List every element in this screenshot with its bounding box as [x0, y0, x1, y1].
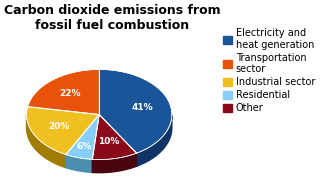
- Text: 22%: 22%: [60, 89, 81, 98]
- Text: 41%: 41%: [132, 103, 154, 112]
- Polygon shape: [92, 153, 137, 173]
- Polygon shape: [66, 114, 99, 159]
- Polygon shape: [99, 69, 172, 153]
- Polygon shape: [28, 69, 99, 114]
- Polygon shape: [27, 115, 66, 168]
- Text: 20%: 20%: [48, 122, 69, 131]
- Polygon shape: [27, 107, 99, 155]
- Polygon shape: [92, 114, 137, 160]
- Polygon shape: [66, 155, 92, 172]
- Text: Carbon dioxide emissions from fossil fuel combustion: Carbon dioxide emissions from fossil fue…: [4, 4, 220, 32]
- Polygon shape: [137, 115, 172, 166]
- Text: 10%: 10%: [99, 137, 120, 146]
- Text: 6%: 6%: [76, 142, 92, 152]
- Legend: Electricity and
heat generation, Transportation
sector, Industrial sector, Resid: Electricity and heat generation, Transpo…: [223, 28, 315, 113]
